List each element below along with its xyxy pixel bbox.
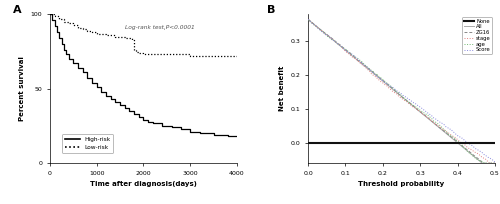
Y-axis label: Percent survival: Percent survival [19, 56, 25, 121]
Text: Log-rank test,P<0.0001: Log-rank test,P<0.0001 [125, 25, 194, 30]
Y-axis label: Net benefit: Net benefit [279, 66, 285, 111]
Legend: None, All, ZG16, stage, age, Score: None, All, ZG16, stage, age, Score [462, 17, 492, 54]
Text: A: A [12, 5, 21, 15]
Text: B: B [267, 5, 276, 15]
X-axis label: Time after diagnosis(days): Time after diagnosis(days) [90, 181, 197, 187]
X-axis label: Threshold probability: Threshold probability [358, 181, 444, 187]
Legend: High-risk, Low-risk: High-risk, Low-risk [62, 134, 114, 153]
